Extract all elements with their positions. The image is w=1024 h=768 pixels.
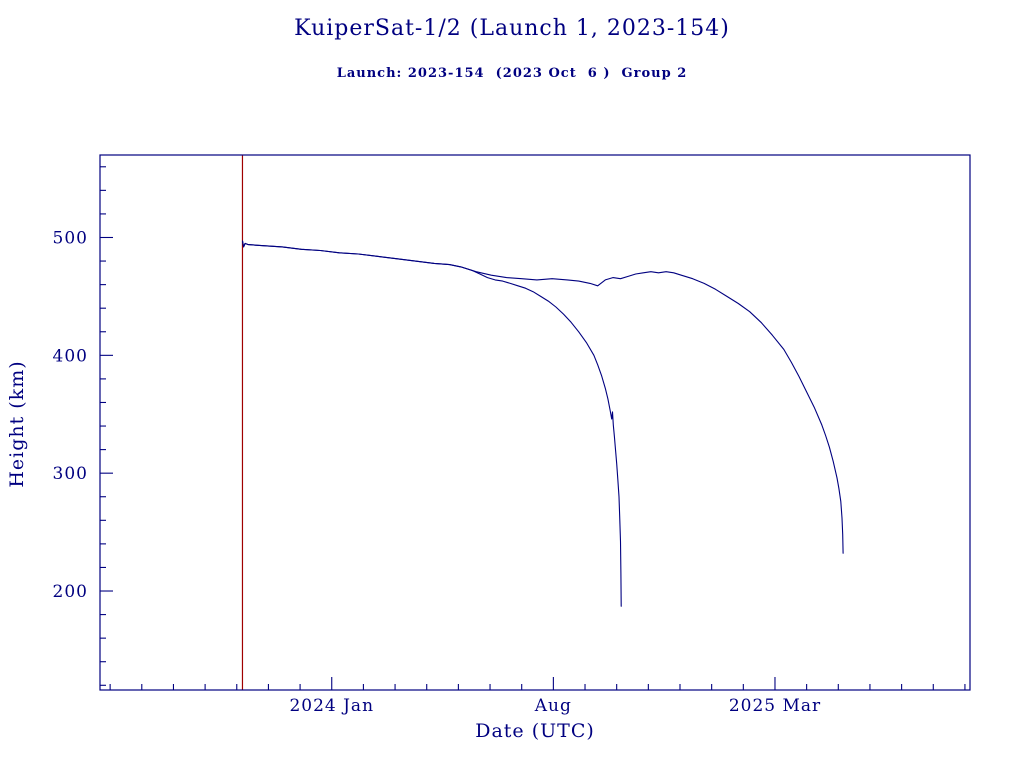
x-tick-label: Aug: [534, 696, 572, 716]
y-tick-label: 200: [53, 582, 88, 602]
x-axis-label: Date (UTC): [475, 720, 595, 742]
y-tick-label: 400: [53, 346, 88, 366]
y-tick-label: 300: [53, 464, 88, 484]
plot-frame: [99, 154, 971, 691]
x-tick-label: 2025 Mar: [729, 696, 821, 716]
x-tick-label: 2024 Jan: [289, 696, 374, 716]
chart-subtitle: Launch: 2023-154 (2023 Oct 6 ) Group 2: [336, 66, 688, 81]
chart-title: KuiperSat-1/2 (Launch 1, 2023-154): [294, 16, 730, 41]
series-line-1: [241, 240, 622, 607]
series-line-2: [241, 240, 844, 554]
y-tick-label: 500: [53, 228, 88, 248]
